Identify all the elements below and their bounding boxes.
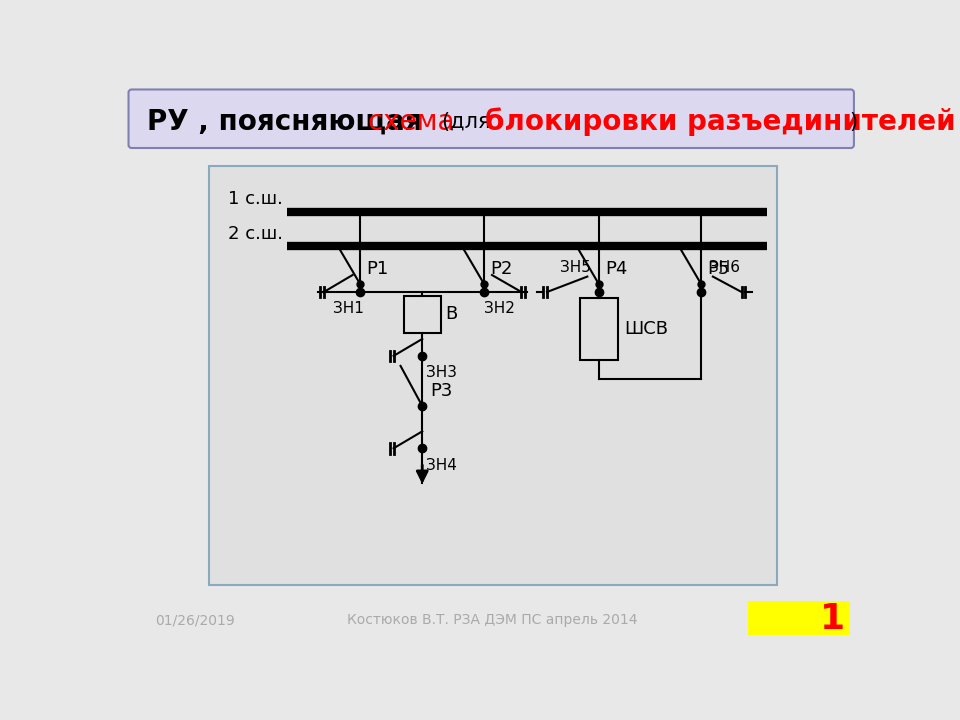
Text: Р3: Р3 xyxy=(430,382,452,400)
Bar xyxy=(748,600,850,634)
Text: ЗН5: ЗН5 xyxy=(561,260,591,275)
Text: В: В xyxy=(445,305,458,323)
Text: ЗН1: ЗН1 xyxy=(333,301,364,316)
Text: 01/26/2019: 01/26/2019 xyxy=(155,613,234,627)
Text: 2 с.ш.: 2 с.ш. xyxy=(228,225,283,243)
Text: Р2: Р2 xyxy=(491,260,513,278)
Text: ЗН4: ЗН4 xyxy=(426,457,457,472)
Text: ): ) xyxy=(850,112,858,132)
Text: ЗН3: ЗН3 xyxy=(426,365,457,380)
Text: ЗН2: ЗН2 xyxy=(484,301,516,316)
Bar xyxy=(209,166,778,585)
Text: Р4: Р4 xyxy=(605,260,628,278)
Text: (для: (для xyxy=(443,112,497,132)
Text: Р5: Р5 xyxy=(708,260,730,278)
Text: Р1: Р1 xyxy=(367,260,389,278)
Text: РУ , поясняющая: РУ , поясняющая xyxy=(147,108,433,136)
Text: Костюков В.Т. РЗА ДЭМ ПС апрель 2014: Костюков В.Т. РЗА ДЭМ ПС апрель 2014 xyxy=(347,613,637,627)
Text: ЗН6: ЗН6 xyxy=(709,260,740,275)
Text: ШСВ: ШСВ xyxy=(624,320,668,338)
Bar xyxy=(581,298,617,360)
Text: 1 с.ш.: 1 с.ш. xyxy=(228,190,283,208)
Bar xyxy=(403,296,441,333)
Text: 1: 1 xyxy=(820,602,846,636)
FancyBboxPatch shape xyxy=(129,89,854,148)
Text: блокировки разъединителей: блокировки разъединителей xyxy=(485,107,955,136)
Text: схема: схема xyxy=(369,108,464,136)
